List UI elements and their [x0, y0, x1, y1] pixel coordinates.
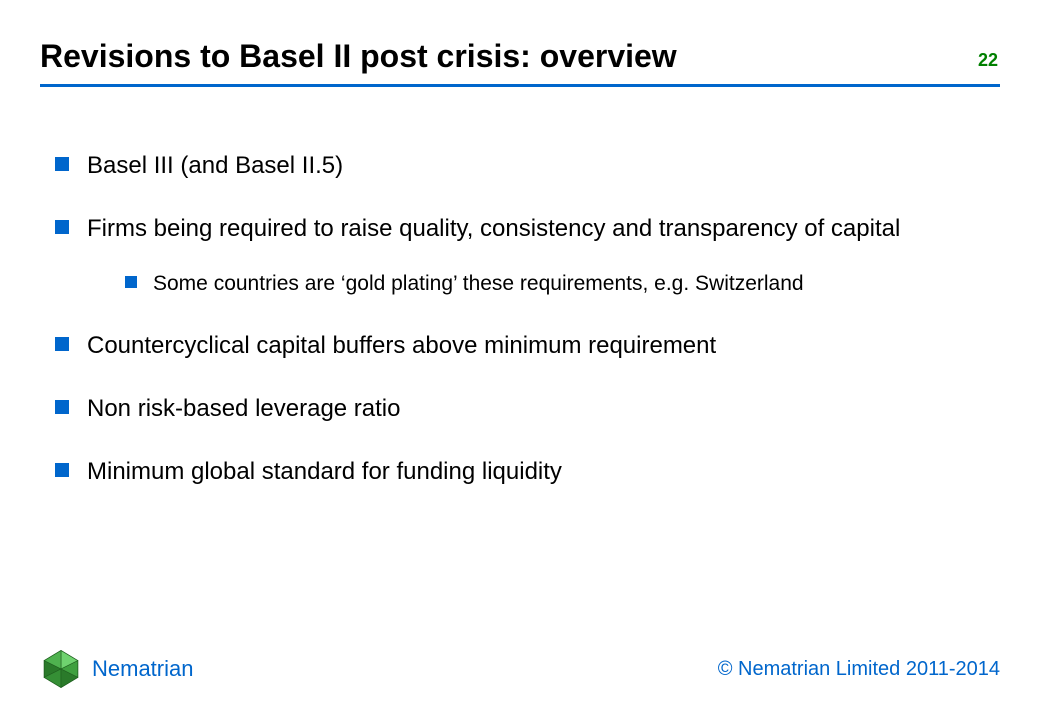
slide-content: Basel III (and Basel II.5) Firms being r…: [55, 150, 1000, 519]
bullet-text: Non risk-based leverage ratio: [87, 393, 401, 424]
bullet-icon: [125, 276, 137, 288]
bullet-text: Countercyclical capital buffers above mi…: [87, 330, 716, 361]
slide: Revisions to Basel II post crisis: overv…: [0, 0, 1040, 720]
bullet-icon: [55, 157, 69, 171]
header-rule: [40, 84, 1000, 87]
bullet-text: Firms being required to raise quality, c…: [87, 213, 900, 244]
bullet-icon: [55, 337, 69, 351]
slide-footer: Nematrian © Nematrian Limited 2011-2014: [40, 648, 1000, 690]
bullet-icon: [55, 220, 69, 234]
sub-bullet-text: Some countries are ‘gold plating’ these …: [153, 270, 804, 297]
bullet-item: Basel III (and Basel II.5): [55, 150, 1000, 181]
copyright-text: © Nematrian Limited 2011-2014: [718, 658, 1000, 681]
bullet-item: Countercyclical capital buffers above mi…: [55, 330, 1000, 361]
bullet-text: Basel III (and Basel II.5): [87, 150, 343, 181]
bullet-icon: [55, 463, 69, 477]
bullet-item: Non risk-based leverage ratio: [55, 393, 1000, 424]
bullet-text: Minimum global standard for funding liqu…: [87, 456, 562, 487]
bullet-icon: [55, 400, 69, 414]
footer-brand-group: Nematrian: [40, 648, 193, 690]
page-number: 22: [978, 50, 998, 71]
slide-header: Revisions to Basel II post crisis: overv…: [40, 38, 1000, 75]
brand-logo-icon: [40, 648, 82, 690]
bullet-item: Firms being required to raise quality, c…: [55, 213, 1000, 244]
slide-title: Revisions to Basel II post crisis: overv…: [40, 38, 1000, 75]
bullet-item: Minimum global standard for funding liqu…: [55, 456, 1000, 487]
sub-bullet-item: Some countries are ‘gold plating’ these …: [125, 270, 1000, 297]
brand-name: Nematrian: [92, 656, 193, 682]
